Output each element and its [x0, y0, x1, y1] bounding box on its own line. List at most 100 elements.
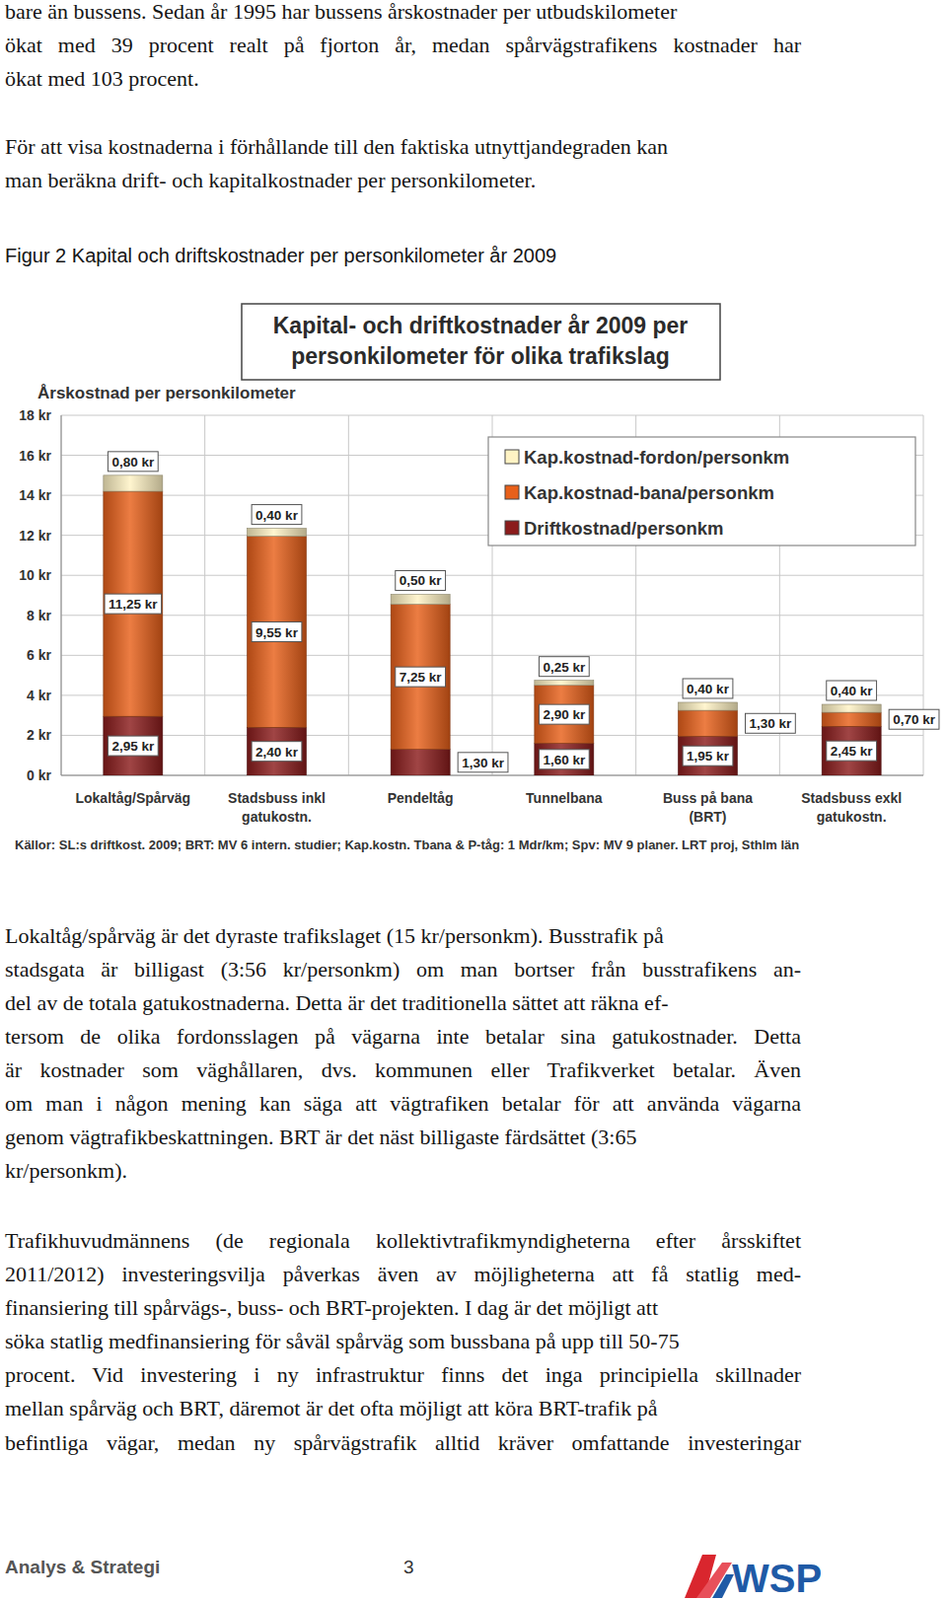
line-text: man beräkna drift- och kapitalkostnader …	[4, 167, 536, 193]
data-label-text: 0,80 kr	[111, 454, 155, 470]
paragraph: För att visa kostnaderna i förhållande t…	[4, 130, 802, 198]
data-label: 2,95 kr	[107, 735, 158, 756]
logo: WSP	[682, 1548, 821, 1600]
data-label-box	[395, 666, 446, 687]
bar-segment	[247, 528, 307, 537]
source-note: Källor: SL:s driftkost. 2009; BRT: MV 6 …	[14, 837, 800, 853]
bar-segment	[534, 680, 594, 686]
text-line: man beräkna drift- och kapitalkostnader …	[4, 163, 802, 198]
text-line: tersom de olika fordonsslagen på vägarna…	[4, 1019, 802, 1054]
text-line: ökat med 39 procent realt på fjorton år,…	[4, 28, 802, 63]
data-label-box	[104, 593, 162, 614]
y-tick-label: 12 kr	[18, 527, 52, 544]
data-label-text: 1,60 kr	[542, 752, 586, 768]
logo-shape	[712, 1574, 734, 1599]
line-text: kr/personkm).	[4, 1158, 128, 1183]
data-label-text: 0,70 kr	[892, 712, 937, 728]
y-axis-label: Årskostnad per personkilometer	[37, 383, 296, 403]
text-line: del av de totala gatukostnaderna. Detta …	[4, 986, 802, 1020]
data-label: 1,30 kr	[457, 752, 509, 773]
text-line: gatukostn.	[241, 808, 312, 825]
data-label: 1,60 kr	[538, 749, 589, 770]
data-label-text: 0,40 kr	[686, 681, 730, 697]
x-tick-label: Lokaltåg/Spårväg	[74, 790, 191, 806]
data-label-box	[682, 745, 733, 766]
text-line: (BRT)	[688, 808, 727, 825]
text-line: gatukostn.	[816, 808, 887, 825]
line-text: är kostnader som väghållaren, dvs. kommu…	[4, 1057, 802, 1083]
y-tick-label: 18 kr	[18, 407, 52, 424]
text-line: Källor: SL:s driftkost. 2009; BRT: MV 6 …	[14, 837, 800, 853]
data-label: 7,25 kr	[395, 666, 446, 687]
bar-segment	[678, 702, 738, 711]
data-label: 0,40 kr	[826, 680, 877, 701]
footer-left: Analys & Strategi	[4, 1556, 160, 1579]
bar-segment	[390, 749, 450, 776]
bar-segment	[247, 727, 307, 776]
text-line: mellan spårväg och BRT, däremot är det o…	[4, 1391, 802, 1426]
bar-segment	[103, 475, 163, 492]
legend-label: Driftkostnad/personkm	[523, 517, 725, 539]
data-label-text: 0,40 kr	[830, 683, 875, 699]
y-tick-label: 4 kr	[26, 687, 52, 704]
data-label: 11,25 kr	[104, 593, 162, 614]
chart: Kapital- och driftkostnader år 2009 perp…	[0, 295, 947, 878]
data-label-text: 0,25 kr	[542, 659, 586, 675]
x-tick-label: Buss på bana(BRT)	[662, 790, 753, 825]
bar-segment	[247, 536, 307, 729]
data-label-box	[538, 749, 589, 770]
data-label-box	[538, 656, 589, 677]
data-label: 0,70 kr	[888, 709, 940, 729]
data-label-text: 1,30 kr	[749, 716, 794, 731]
data-label: 9,55 kr	[251, 622, 302, 643]
title-box	[241, 303, 721, 380]
logo-text: WSP	[731, 1556, 821, 1600]
text-line: Trafikhuvudmännens (de regionala kollekt…	[4, 1224, 802, 1258]
data-label-box	[457, 752, 509, 773]
line-text: söka statlig medfinansiering för såväl s…	[4, 1328, 680, 1354]
data-label-box	[682, 678, 733, 699]
bar-segment	[678, 710, 738, 736]
data-label-box	[107, 451, 158, 472]
bar-segment	[821, 704, 881, 713]
text-line: personkilometer för olika trafikslag	[291, 343, 669, 369]
text-line: söka statlig medfinansiering för såväl s…	[4, 1324, 802, 1359]
data-label-box	[395, 570, 446, 590]
legend-label: Kap.kostnad-bana/personkm	[523, 482, 775, 504]
line-text: om man i någon mening kan säga att vägtr…	[4, 1091, 802, 1116]
y-axis-line	[61, 415, 63, 776]
text-line: Tunnelbana	[525, 790, 603, 806]
data-label: 2,90 kr	[538, 704, 589, 725]
bar-segment	[103, 491, 163, 717]
text-line: procent. Vid investering i ny infrastruk…	[4, 1358, 802, 1392]
line-text: Trafikhuvudmännens (de regionala kollekt…	[4, 1228, 802, 1253]
text-line: Stadsbuss inkl	[227, 790, 326, 806]
data-label-text: 1,30 kr	[461, 755, 506, 771]
text-line: Lokaltåg/spårväg är det dyraste trafiksl…	[4, 919, 802, 953]
line-text: befintliga vägar, medan ny spårvägstrafi…	[4, 1430, 802, 1456]
data-label-text: 11,25 kr	[108, 596, 158, 612]
bar-segment	[534, 685, 594, 744]
paragraph: Trafikhuvudmännens (de regionala kollekt…	[4, 1224, 802, 1460]
legend-label: Kap.kostnad-fordon/personkm	[523, 446, 790, 468]
y-tick-label: 16 kr	[18, 447, 52, 464]
data-label: 1,95 kr	[682, 745, 733, 766]
legend-swatch	[505, 520, 519, 535]
text-line: om man i någon mening kan säga att vägtr…	[4, 1087, 802, 1121]
line-text: del av de totala gatukostnaderna. Detta …	[4, 990, 669, 1016]
text-line: stadsgata är billigast (3:56 kr/personkm…	[4, 952, 802, 987]
bar-segment	[678, 735, 738, 776]
data-label: 0,40 kr	[682, 678, 733, 699]
data-label: 2,40 kr	[251, 741, 302, 762]
y-tick-label: 0 kr	[26, 767, 52, 784]
line-text: bare än bussens. Sedan år 1995 har busse…	[4, 0, 677, 24]
x-tick-label: Stadsbuss exklgatukostn.	[801, 790, 902, 825]
data-label-box	[826, 740, 877, 761]
data-label: 0,25 kr	[538, 656, 589, 677]
data-label: 0,80 kr	[107, 451, 158, 472]
data-label-text: 0,50 kr	[399, 573, 443, 588]
text-line: är kostnader som väghållaren, dvs. kommu…	[4, 1053, 802, 1088]
data-label-box	[538, 704, 589, 725]
data-label-box	[888, 709, 940, 729]
line-text: finansiering till spårvägs-, buss- och B…	[4, 1295, 658, 1320]
